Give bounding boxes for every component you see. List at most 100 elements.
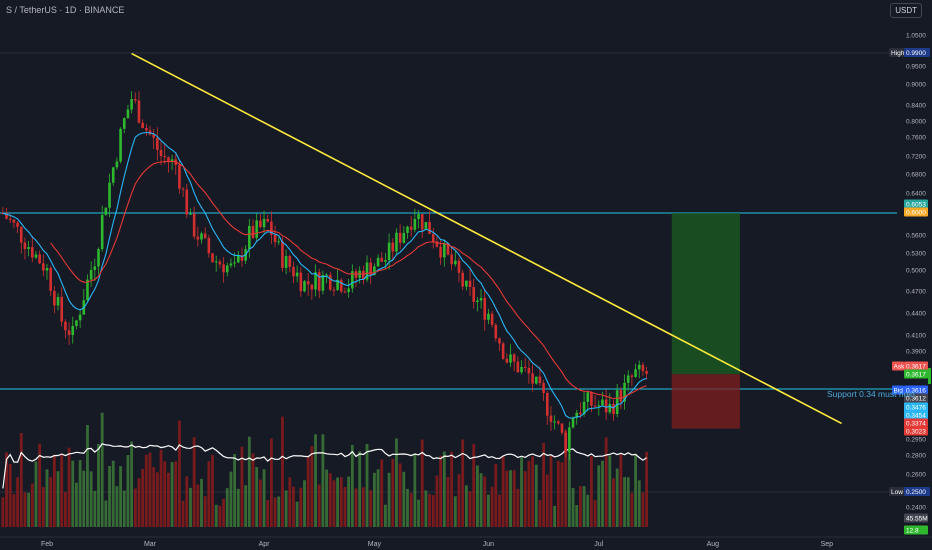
candle-body [409,226,413,230]
volume-bar [75,482,78,527]
volume-bar [619,454,623,527]
price-tick-label: 0.4100 [906,333,926,340]
volume-bar [623,477,626,527]
price-tag-bg [904,393,928,403]
volume-bar [60,453,64,527]
volume-bar [413,453,417,527]
candle-body [626,375,630,383]
volume-bar [516,488,520,527]
candle-body [612,403,615,415]
price-tag-value: 0.3616 [906,387,926,394]
price-tick-label: 0.2800 [906,453,926,460]
candle-body [365,262,369,280]
price-tag: 0.6000 [904,207,928,217]
currency-button[interactable]: USDT [890,3,922,18]
candle-body [189,213,192,215]
volume-bar [247,436,251,527]
time-tick-label: Jun [483,541,494,548]
candle-body [395,232,398,252]
volume-bar [16,477,19,527]
candle-body [579,412,582,415]
volume-bar [402,471,406,527]
candle-body [167,157,170,162]
candle-body [93,266,97,270]
volume-bar [424,490,428,527]
candle-body [369,262,373,276]
volume-bar [203,496,207,527]
candle-body [351,271,354,289]
volume-bar [207,461,211,527]
candle-body [218,261,222,265]
candle-body [310,284,314,290]
candle-body [487,313,490,320]
candle-body [251,225,255,238]
volume-bar [358,451,362,527]
candle-body [248,225,251,250]
candle-body [262,218,266,228]
volume-bar [490,486,494,527]
volume-bar [347,476,351,527]
volume-bar [578,486,582,527]
volume-bar [86,425,89,527]
volume-bar [266,500,270,527]
volume-bar [354,488,358,527]
price-tag: 0.3612 [904,393,928,403]
candle-body [376,257,380,267]
price-tag-value: 0.3617 [906,371,926,378]
candle-body [45,267,49,271]
price-tick-label: 0.2400 [906,505,926,512]
volume-bar [387,472,391,527]
price-tag-bg [904,426,928,436]
time-tick-label: Feb [41,541,53,548]
price-tick-label: 0.7200 [906,154,926,161]
time-tick-label: Jul [594,541,603,548]
volume-bar [446,477,450,527]
candle-body [266,218,270,222]
price-tick-label: 0.9500 [906,64,926,71]
price-tag-value: 0.3612 [906,395,926,402]
price-tag-bg [904,369,928,379]
volume-bar [233,454,237,527]
price-tick-label: 0.4700 [906,289,926,296]
candle-body [527,367,531,374]
price-tick-label: 0.6400 [906,191,926,198]
volume-bar [612,478,615,527]
candle-body [273,234,277,243]
candle-body [119,128,122,162]
candle-body [67,330,71,336]
price-tag-value: 45.55M [906,515,928,522]
candle-body [5,213,8,219]
volume-bar [361,487,365,527]
candle-body [295,272,299,277]
volume-bar [391,458,395,527]
volume-bar [325,469,328,527]
volume-bar [556,460,560,527]
candle-body [38,254,41,264]
price-tag: Ask 0.3617 [892,361,928,371]
symbol-title[interactable]: S / TetherUS · 1D · BINANCE [6,5,125,15]
price-tick-label: 0.2950 [906,437,926,444]
candle-body [593,405,597,407]
volume-bar [89,471,93,527]
candle-body [483,297,487,320]
support-annotation[interactable]: Support 0.34 must hold [827,389,915,399]
volume-bar [119,466,122,527]
price-tag-bg [904,361,928,371]
candle-body [281,241,284,268]
volume-bar [211,454,214,527]
volume-layer [1,412,649,527]
volume-bar [93,490,97,527]
volume-bar [111,460,115,527]
candle-body [347,288,350,293]
candle-body [314,272,317,290]
volume-bar [615,468,619,527]
volume-bar [501,455,505,527]
candle-body [450,254,453,265]
volume-bar [281,416,284,527]
volume-bar [553,505,557,527]
candle-body [203,233,207,239]
volume-bar [384,504,387,527]
candle-body [152,134,155,138]
volume-bar [200,478,203,527]
